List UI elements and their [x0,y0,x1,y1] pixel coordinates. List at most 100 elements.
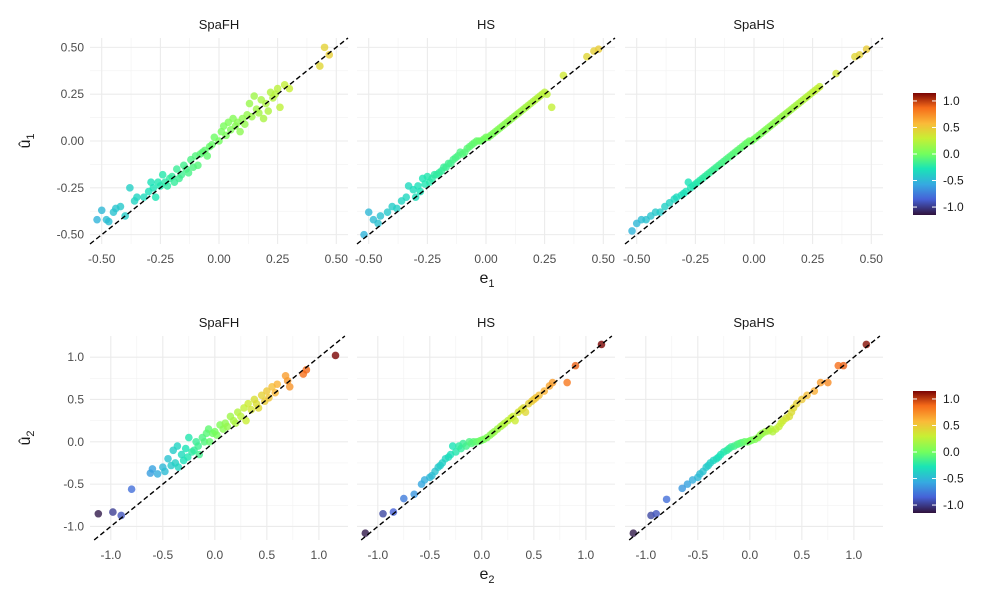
x-tick-label: 0.00 [474,252,498,266]
x-axis-label: e2 [479,566,494,586]
data-point [185,433,193,442]
data-point [511,416,519,425]
panel-title: HS [477,315,495,330]
data-point [628,227,636,235]
x-axis-label: e1 [479,270,494,290]
data-point [264,107,273,115]
data-point [184,169,193,177]
data-point [629,529,638,538]
x-tick-label: 0.0 [473,548,490,562]
data-point [302,366,311,374]
colorbar-tick-label: -0.5 [943,472,964,486]
y-axis-subscript: 1 [25,133,37,139]
y-tick-label: -0.25 [57,181,85,195]
x-tick-label: 0.25 [533,252,557,266]
y-tick-label: 1.0 [67,350,84,364]
colorbar-tick-label: 0.0 [943,147,960,161]
data-point [97,206,106,215]
x-tick-label: 0.5 [259,548,276,562]
data-point [163,182,172,190]
data-point [652,509,661,518]
reference-line [93,335,346,541]
x-tick-label: 0.0 [206,548,223,562]
colorbar-gradient [913,93,936,215]
y-axis-subscript: 2 [25,430,37,436]
x-tick-label: -0.5 [687,548,708,562]
x-tick-label: 0.25 [266,252,290,266]
data-point [273,84,282,93]
data-point [247,405,256,414]
x-axis-subscript: 2 [488,574,494,586]
data-point [133,193,141,201]
x-tick-label: -0.5 [152,548,173,562]
data-point [547,103,556,112]
data-point [181,444,190,453]
data-point [285,84,294,93]
x-tick-label: -0.50 [623,252,651,266]
x-tick-label: 0.0 [741,548,758,562]
x-tick-label: -1.0 [635,548,656,562]
data-point [383,208,392,216]
panel-title: SpaFH [199,315,239,330]
x-tick-label: -0.5 [419,548,440,562]
data-point [248,112,256,121]
panel-bottom-spahs: SpaHS -1.0 -0.5 0.0 0.5 1.0 [625,315,883,562]
data-point [855,51,864,59]
x-tick-label: -0.25 [682,252,710,266]
x-tick-label: 0.50 [592,252,616,266]
x-tick-label: 0.50 [325,252,349,266]
colorbar-gradient [913,391,936,513]
colorbar-tick-label: -0.5 [943,174,964,188]
colorbar-tick-label: -1.0 [943,498,964,512]
data-point [410,490,419,499]
colorbar-tick-label: 0.5 [943,418,960,432]
data-point [104,217,113,226]
x-tick-label: -0.50 [88,252,116,266]
data-point [254,404,263,412]
data-point [263,387,271,395]
colorbar-tick-label: -1.0 [943,200,964,214]
data-point [548,378,557,387]
x-tick-label: -0.50 [355,252,383,266]
colorbar-bottom: 1.0 0.5 0.0 -0.5 -1.0 [913,391,964,513]
data-point [824,378,832,387]
panel-bottom-spafh: SpaFH -1.0 -0.5 0.0 0.5 1.0 -1.0 -0.5 0.0 0.5 1.0 [63,315,348,562]
data-point [543,90,551,98]
data-point [361,529,370,538]
colorbar-tick-label: 1.0 [943,392,960,406]
data-point [164,454,172,463]
data-point [283,377,292,385]
data-point [376,212,385,220]
y-tick-label: -0.50 [57,228,85,242]
data-point [594,45,603,54]
data-point [360,230,368,239]
data-point [194,442,202,450]
x-tick-label: 0.50 [860,252,884,266]
data-point [678,484,687,493]
x-tick-label: 1.0 [846,548,863,562]
y-tick-label: -0.5 [63,477,84,491]
data-point [126,184,134,192]
data-point [161,467,169,476]
data-point [862,340,871,349]
data-point [203,152,212,160]
data-point [316,62,324,70]
panel-bottom-hs: HS -1.0 -0.5 0.0 0.5 1.0 [357,315,615,562]
reference-line [360,335,613,541]
data-point [194,161,202,170]
data-point [656,208,664,216]
y-tick-label: 0.00 [61,134,85,148]
data-point [559,71,568,80]
data-point [285,382,294,391]
data-point [374,219,382,228]
x-axis-subscript: 1 [488,278,494,290]
panel-title: HS [477,17,495,32]
data-point [117,511,126,520]
panel-title: SpaFH [199,17,239,32]
data-point [448,442,457,450]
data-point [177,450,186,459]
data-point [172,165,181,173]
colorbar-tick-label: 0.5 [943,120,960,134]
panel-top-hs: HS -0.50 -0.25 0.00 0.25 0.50 [355,17,616,266]
panel-grid: SpaFH -0.50 -0.25 0.00 0.25 0.50 -0.50 -0.25 0.0… [57,17,884,562]
